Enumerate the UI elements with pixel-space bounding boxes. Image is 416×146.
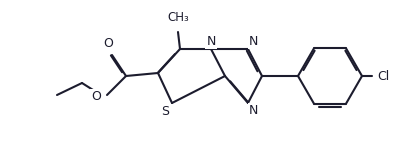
Text: O: O: [91, 91, 101, 104]
Text: Cl: Cl: [377, 69, 389, 82]
Text: N: N: [249, 35, 258, 48]
Text: N: N: [249, 104, 258, 117]
Text: S: S: [161, 105, 169, 118]
Text: N: N: [206, 35, 215, 48]
Text: CH₃: CH₃: [167, 11, 189, 24]
Text: O: O: [103, 37, 113, 50]
